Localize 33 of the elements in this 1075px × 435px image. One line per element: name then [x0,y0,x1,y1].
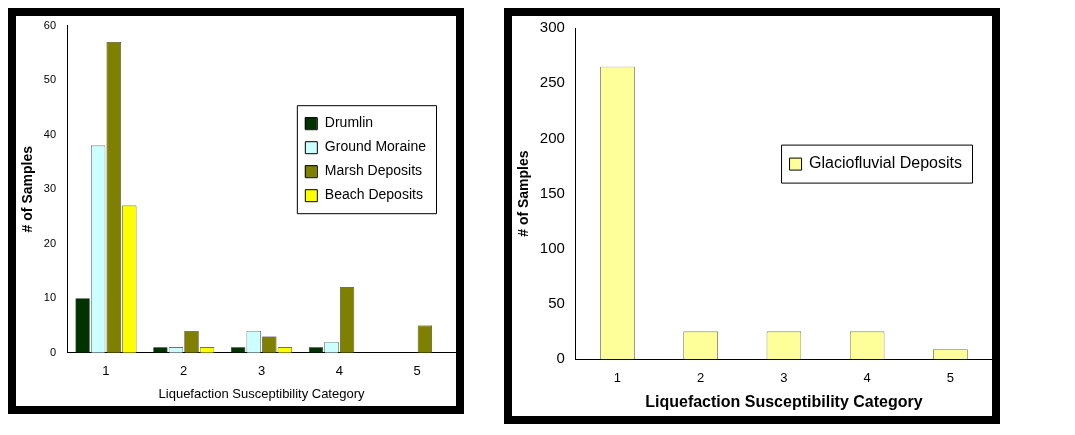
y-tick-label: 150 [539,183,565,201]
y-axis-title: # of Samples [515,150,532,237]
x-tick-label: 2 [697,369,705,385]
y-tick-label: 50 [548,294,565,312]
y-tick-label: 200 [539,128,565,146]
x-axis-title: Liquefaction Susceptibility Category [158,385,365,401]
x-tick-label: 3 [780,369,788,385]
y-tick-label: 20 [43,236,57,249]
x-tick-label: 5 [413,363,421,379]
x-tick-label: 4 [335,363,343,379]
y-tick-label: 300 [539,18,565,36]
legend-label: Drumlin [324,114,374,131]
legend-label: Beach Deposits [324,186,423,203]
x-tick-label: 5 [946,369,954,385]
y-tick-label: 250 [539,73,565,91]
y-tick-label: 0 [556,349,565,367]
x-tick-label: 2 [180,363,188,379]
x-tick-label: 1 [613,369,622,385]
y-tick-label: 0 [49,345,57,358]
y-tick-label: 10 [43,291,57,304]
x-axis-title: Liquefaction Susceptibility Category [645,392,923,410]
y-tick-label: 50 [43,73,57,86]
legend-label: Ground Moraine [324,138,427,155]
legend-label: Marsh Deposits [324,162,423,179]
y-tick-label: 30 [43,182,57,195]
y-axis-title: # of Samples [19,145,36,233]
legend-label: Glaciofluvial Deposits [809,154,962,172]
x-tick-label: 3 [257,363,266,379]
x-tick-label: 1 [102,363,110,379]
y-tick-label: 60 [43,18,57,31]
y-tick-label: 100 [539,238,565,256]
x-tick-label: 4 [863,369,871,385]
y-tick-label: 40 [43,127,57,140]
